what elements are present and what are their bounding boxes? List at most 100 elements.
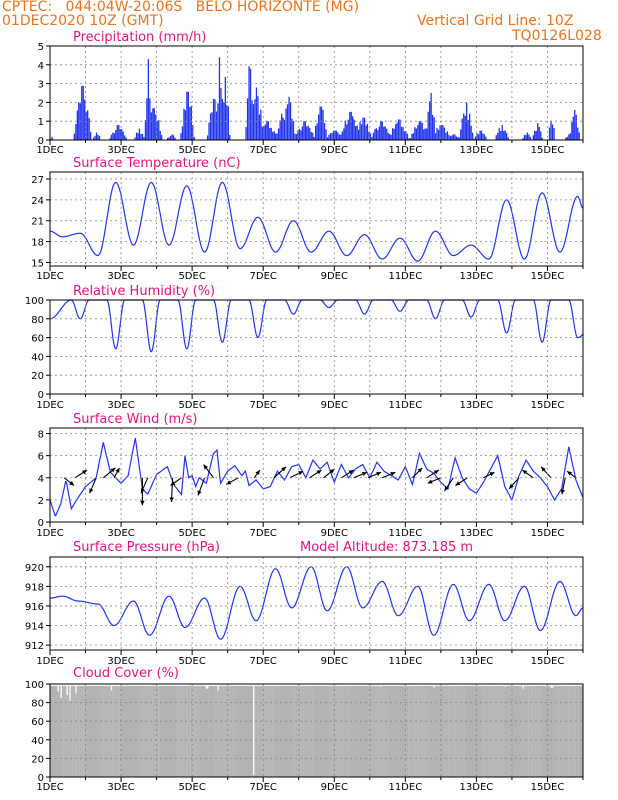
cloud-bar <box>128 685 131 777</box>
cloud-bar <box>304 685 307 777</box>
cloud-bar <box>522 688 524 777</box>
cloud-bar <box>252 775 255 777</box>
precip-bar <box>323 123 326 140</box>
cloud-bar <box>119 685 122 777</box>
precip-bar <box>319 106 321 140</box>
cloud-bar <box>381 685 384 777</box>
cloud-bar <box>423 685 425 777</box>
cloud-bar <box>76 685 79 777</box>
x-tick-label: 1DEC <box>36 782 63 793</box>
cloud-bar <box>557 685 560 777</box>
precip-bar <box>433 117 435 140</box>
precip-bar <box>479 130 481 140</box>
cloud-bar <box>365 685 367 777</box>
precip-bar <box>214 99 216 140</box>
precip-bar <box>572 116 574 140</box>
x-tick-label: 3DEC <box>107 400 134 411</box>
cloud-bar <box>358 685 360 777</box>
x-tick-label: 5DEC <box>178 271 205 282</box>
precip-bar <box>461 118 463 140</box>
cloud-bar <box>58 685 61 777</box>
y-tick-label: 80 <box>31 699 44 710</box>
x-tick-label: 11DEC <box>388 145 422 156</box>
cloud-bar <box>233 685 236 777</box>
x-tick-label: 15DEC <box>531 528 565 539</box>
wind-arrow-head <box>203 464 208 470</box>
cloud-bar <box>534 685 536 777</box>
cloud-bar <box>278 685 280 777</box>
cloud-bar <box>541 685 544 777</box>
cloud-bar <box>437 685 440 777</box>
cloud-bar <box>307 685 310 777</box>
precip-bar <box>187 91 189 140</box>
x-tick-label: 15DEC <box>531 271 565 282</box>
cloud-bar <box>283 685 286 777</box>
cloud-bar <box>202 685 205 777</box>
cloud-bar <box>110 690 113 777</box>
precip-bar <box>541 137 543 140</box>
cloud-bar <box>424 685 427 777</box>
cloud-bar <box>393 685 396 777</box>
cloud-bar <box>494 685 496 777</box>
model-code: TQ0126L028 <box>512 28 602 44</box>
y-tick-label: 15 <box>31 259 44 270</box>
precip-bar <box>449 136 452 140</box>
cloud-bar <box>303 685 305 777</box>
precip-bar <box>352 116 354 140</box>
precip-bar <box>183 108 185 140</box>
cloud-bar <box>224 685 227 777</box>
cloud-bar <box>230 685 233 777</box>
precip-bar <box>550 121 552 140</box>
cloud-bar <box>519 685 521 777</box>
precip-bar <box>88 118 90 140</box>
cloud-bar <box>186 685 188 777</box>
cloud-bar <box>355 685 357 777</box>
precip-bar <box>229 135 231 140</box>
precip-bar <box>251 100 253 140</box>
cloud-bar <box>511 685 514 777</box>
cloud-bar <box>433 687 436 777</box>
x-tick-label: 15DEC <box>531 656 565 667</box>
cloud-bar <box>390 685 393 777</box>
cloud-bar <box>106 685 108 777</box>
wind-arrow-head <box>509 484 514 489</box>
precip-bar <box>571 122 573 140</box>
precip-bar <box>538 127 540 140</box>
precip-bar <box>246 98 249 140</box>
cloud-bar <box>100 685 102 777</box>
cloud-bar <box>134 685 136 777</box>
precip-bar <box>275 133 277 140</box>
precip-bar <box>446 131 449 140</box>
y-tick-label: 0 <box>38 390 44 401</box>
precip-bar <box>261 126 263 140</box>
precip-bar <box>118 125 120 140</box>
cloud-bar <box>334 685 336 777</box>
cloud-bar <box>566 685 569 777</box>
cloud-bar <box>66 695 68 777</box>
cloud-bar <box>172 685 175 777</box>
precip-bar <box>408 138 410 140</box>
precip-bar <box>226 105 228 140</box>
wind-arrow-head <box>89 488 94 494</box>
y-tick-label: 2 <box>38 98 44 109</box>
cloud-bar <box>288 685 290 777</box>
cloud-bar <box>85 685 88 777</box>
precip-bar <box>368 131 370 140</box>
cloud-bar <box>574 685 576 777</box>
cloud-bar <box>455 685 458 777</box>
precip-bar <box>282 117 284 140</box>
x-tick-label: 15DEC <box>531 782 565 793</box>
precip-bar <box>470 125 472 140</box>
cloud-bar <box>91 685 94 777</box>
cloud-bar <box>101 685 104 777</box>
precip-bar <box>553 128 555 140</box>
precip-bar <box>523 134 526 140</box>
precip-bar <box>78 102 80 140</box>
precip-bar <box>87 110 89 140</box>
wind-arrow-head <box>298 471 304 476</box>
cloud-bar <box>489 685 492 777</box>
cloud-bar <box>310 685 313 777</box>
wind-arrow-head <box>560 489 565 495</box>
cloud-bar <box>432 685 434 777</box>
cloud-bar <box>507 685 510 777</box>
